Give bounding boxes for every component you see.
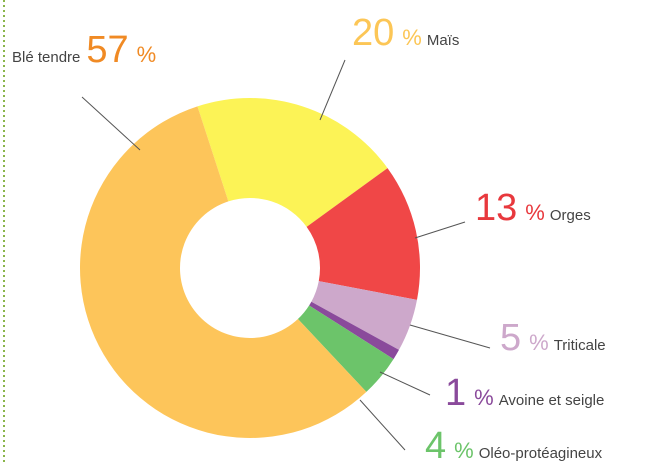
slice-label: 4% Oléo-protéagineux [425,425,603,464]
leader-line [81,96,141,151]
slice-label: Blé tendre 57% [12,29,156,71]
slice-label: 20% Maïs [352,12,459,54]
label-name: Oléo-protéagineux [479,445,603,462]
donut-slice [197,97,388,227]
label-unit: % [137,42,157,67]
label-name: Maïs [427,32,460,49]
donut-slice [80,106,367,439]
leader-line [414,221,466,239]
slice-label: 1% Avoine et seigle [445,372,604,414]
label-value: 1 [445,372,466,414]
leader-line [319,59,346,121]
slice-label: 5% Triticale [500,317,606,359]
label-name: Orges [550,207,591,224]
slice-label: 13% Orges [475,187,591,229]
label-name: Triticale [554,337,606,354]
donut-slice [309,301,399,360]
label-unit: % [529,330,549,355]
label-value: 5 [500,317,521,359]
label-value: 13 [475,187,517,229]
donut-slice [306,168,420,300]
label-value: 57 [86,29,128,71]
label-name: Blé tendre [12,49,80,66]
label-value: 4 [425,425,446,464]
label-unit: % [402,25,422,50]
label-name: Avoine et seigle [499,392,605,409]
leader-line [409,324,491,349]
label-unit: % [454,438,474,463]
donut-slice [311,281,417,350]
label-value: 20 [352,12,394,54]
donut-slice [297,305,394,392]
leader-line [359,399,406,451]
label-unit: % [525,200,545,225]
label-unit: % [474,385,494,410]
leader-line [379,371,431,396]
